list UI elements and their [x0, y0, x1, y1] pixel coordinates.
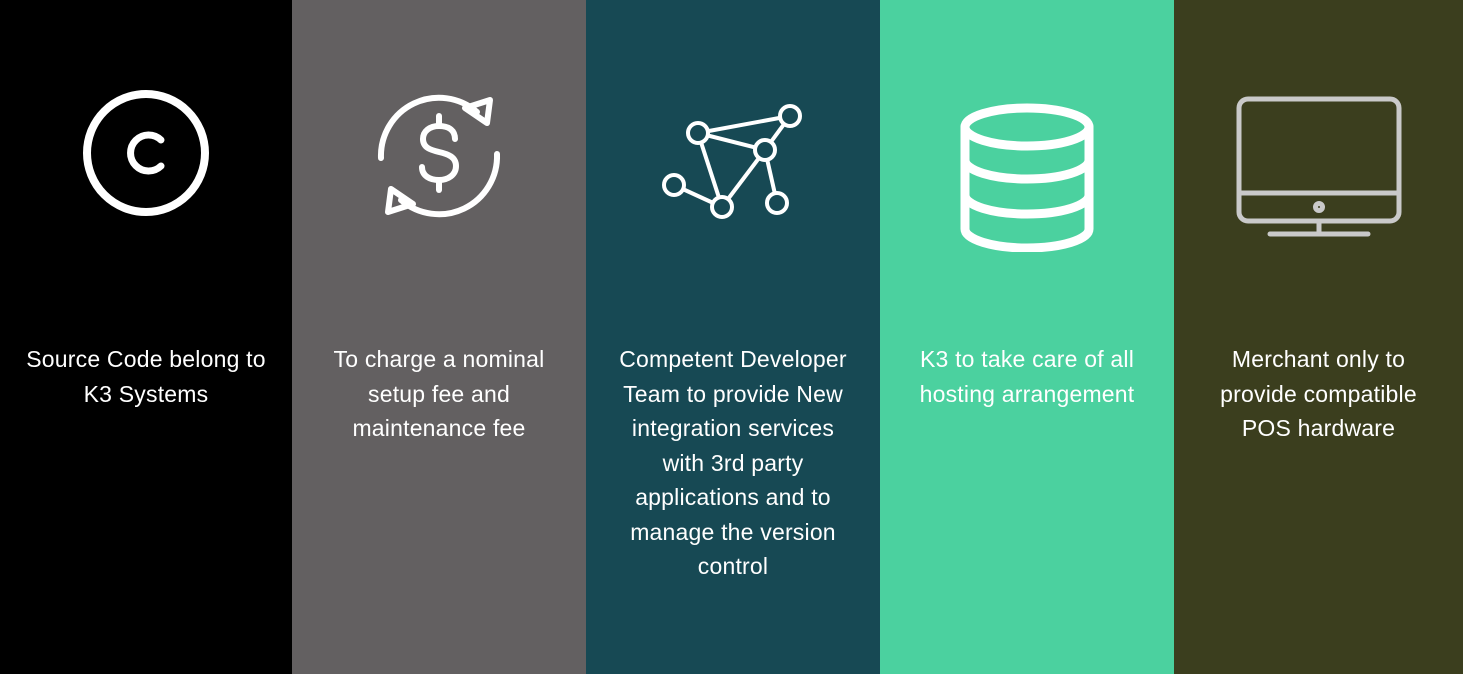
panel-text: Competent Developer Team to provide New … [619, 346, 847, 579]
panel-developer-team: Competent Developer Team to provide New … [586, 0, 880, 674]
panel-setup-fee: To charge a nominal setup fee and mainte… [292, 0, 586, 674]
panel-source-code: Source Code belong to K3 Systems [0, 0, 292, 674]
panel-text: K3 to take care of all hosting arrangeme… [919, 346, 1135, 407]
copyright-icon [0, 88, 292, 258]
panel-text: To charge a nominal setup fee and mainte… [333, 346, 545, 441]
panel-hosting: K3 to take care of all hosting arrangeme… [880, 0, 1174, 674]
dollar-refresh-icon [292, 88, 586, 258]
panel-pos-hardware: Merchant only to provide compatible POS … [1174, 0, 1463, 674]
network-nodes-icon [586, 88, 880, 258]
panel-text: Merchant only to provide compatible POS … [1220, 346, 1417, 441]
database-icon [880, 88, 1174, 258]
panel-text: Source Code belong to K3 Systems [26, 346, 266, 407]
monitor-icon [1174, 88, 1463, 258]
